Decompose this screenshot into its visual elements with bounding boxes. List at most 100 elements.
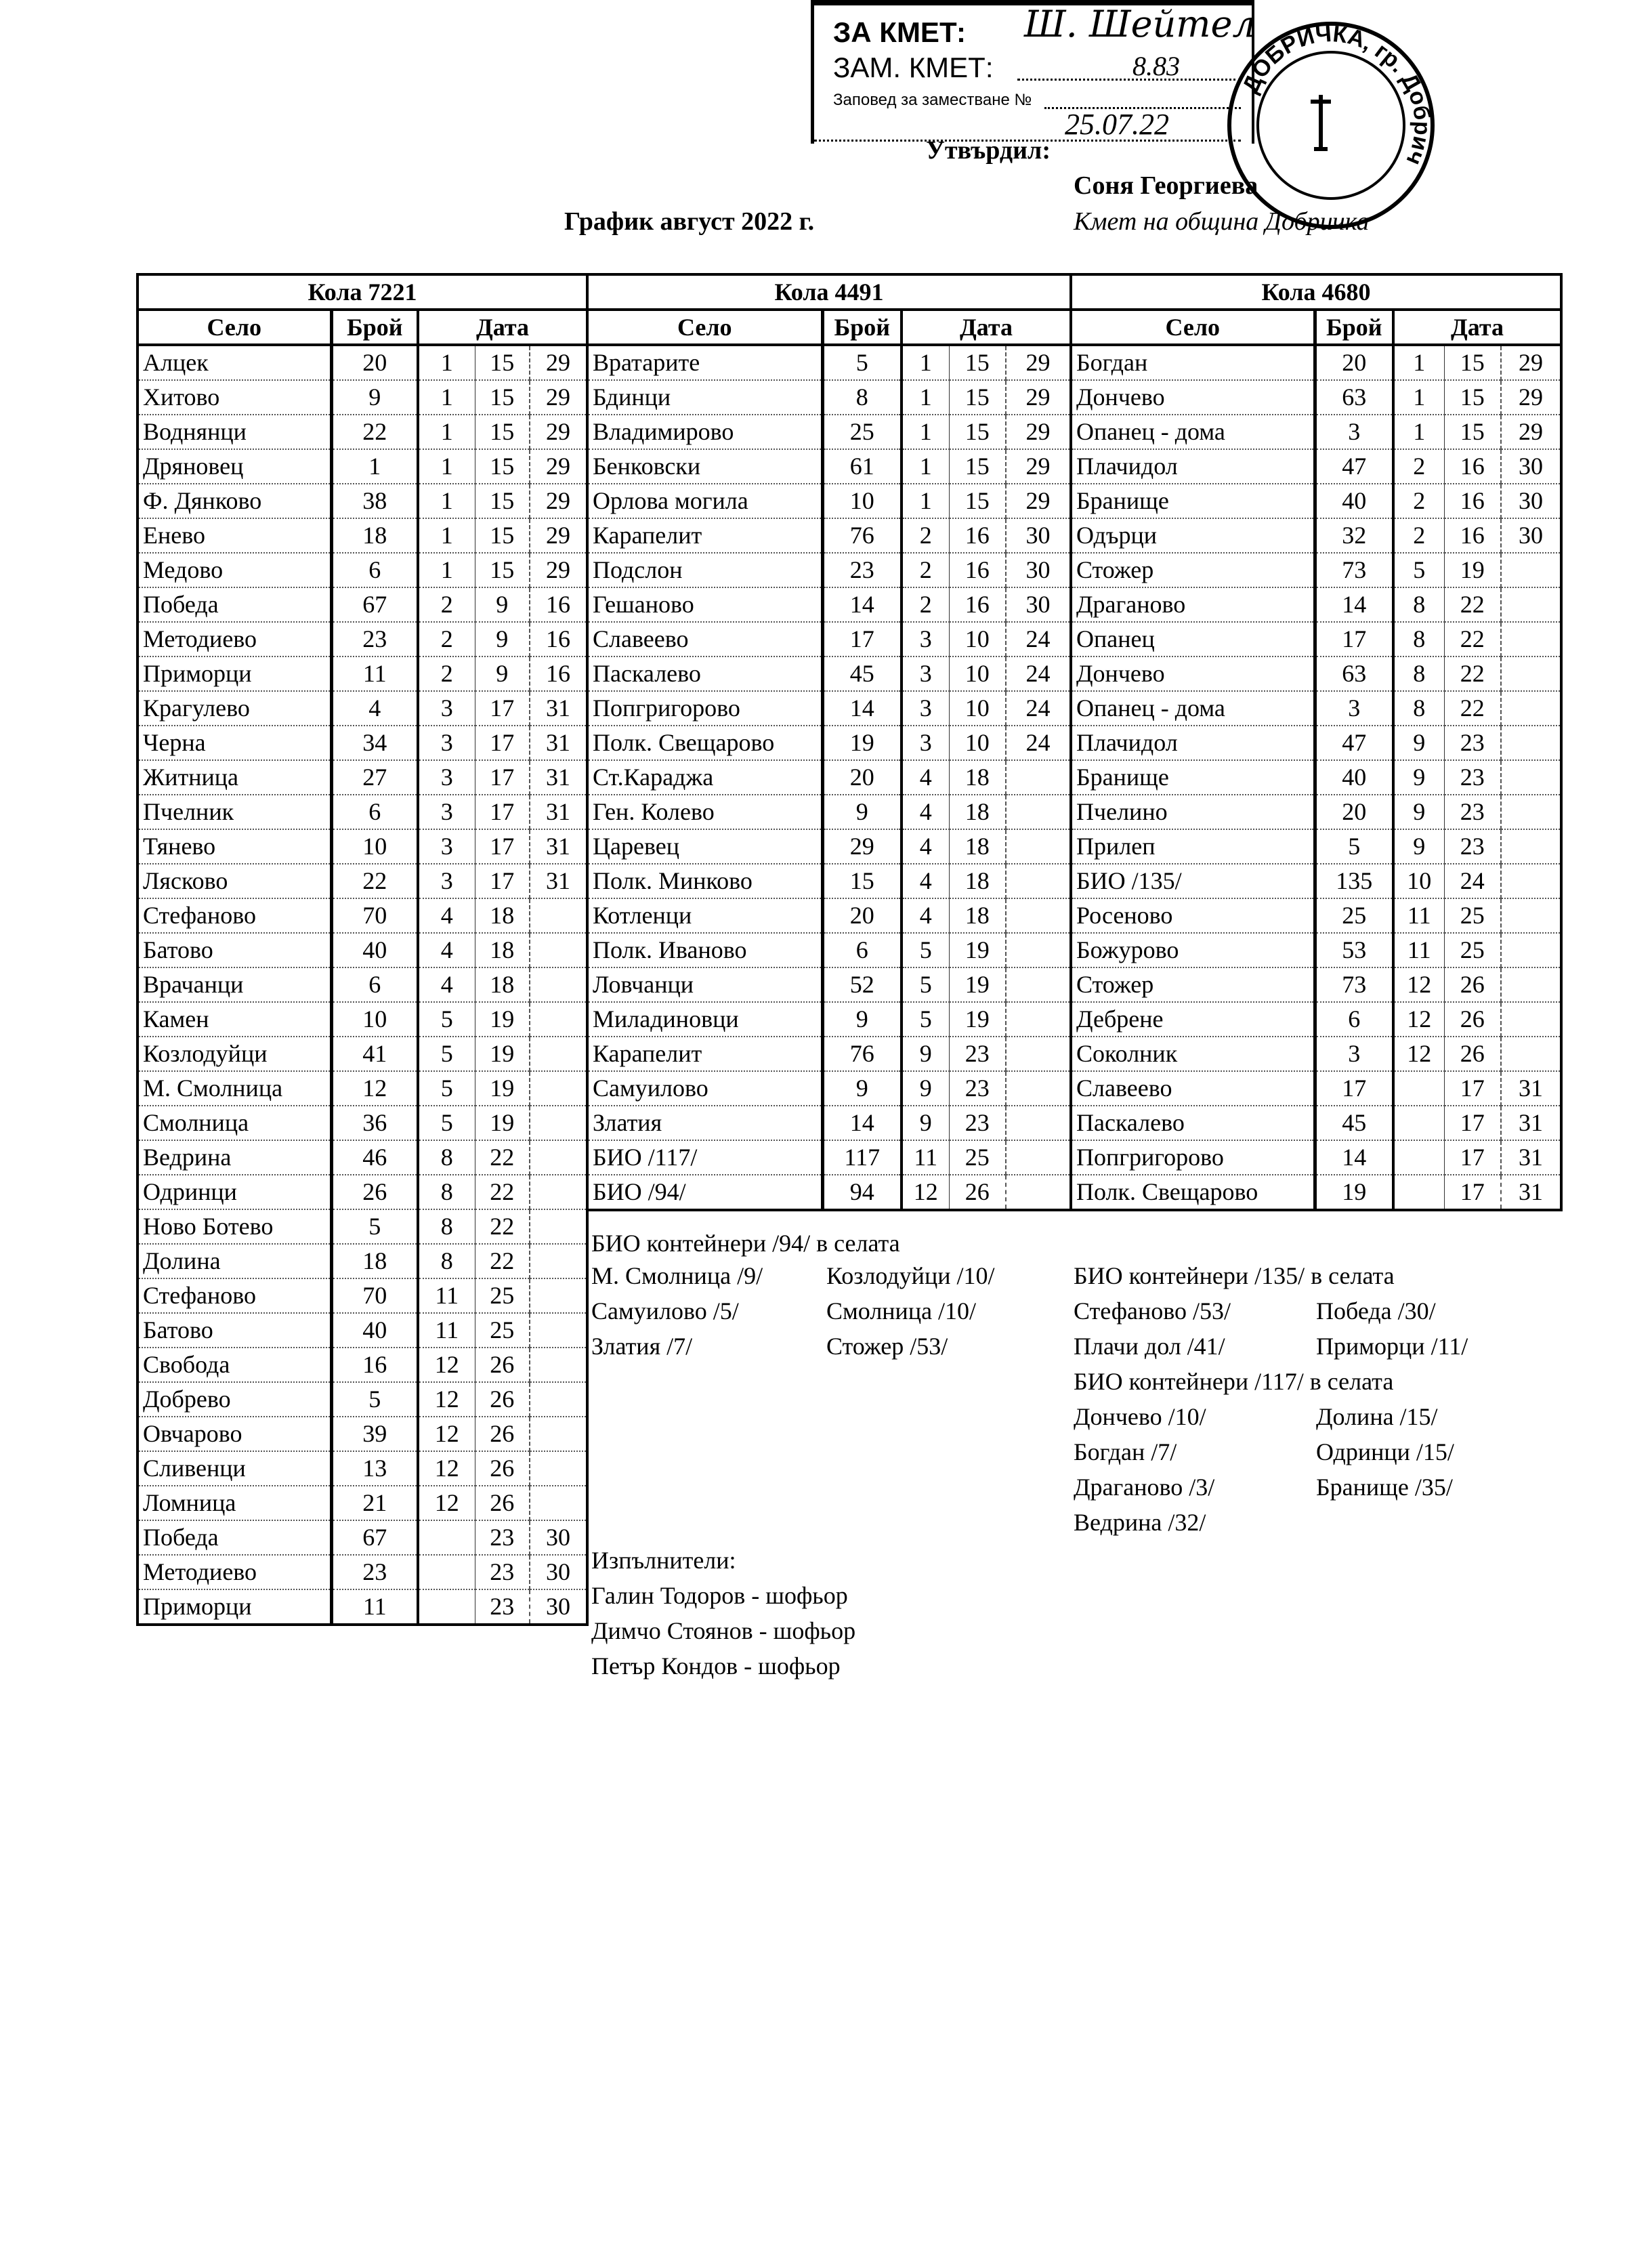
date-2: 18: [474, 933, 530, 968]
container-count: 47: [1313, 726, 1393, 761]
date-3: [528, 1209, 588, 1245]
date-3: 24: [1004, 622, 1072, 657]
container-count: 23: [329, 622, 418, 657]
table-row: Крагулево 4 3 17 31: [137, 691, 588, 726]
village-name: Пчелник: [137, 795, 331, 830]
date-2: 26: [474, 1417, 530, 1452]
container-count: 67: [329, 587, 418, 623]
date-2: 25: [948, 1140, 1006, 1175]
bio117-item: Богдан /7/: [1074, 1438, 1177, 1465]
table-row: БИО /135/135 10 24: [1071, 864, 1562, 899]
date-1: 2: [1392, 484, 1444, 519]
village-name: Методиево: [137, 622, 331, 657]
date-2: 17: [474, 726, 530, 761]
table-row: Приморци 11 23 30: [137, 1589, 588, 1625]
date-1: 3: [900, 622, 949, 657]
container-count: 10: [820, 484, 902, 519]
date-1: 12: [1392, 1002, 1444, 1037]
table-row: Плачидол 47 9 23: [1071, 726, 1562, 761]
table-row: Врачанци 6 4 18: [137, 967, 588, 1003]
date-2: 23: [948, 1106, 1006, 1141]
village-name: Ген. Колево: [587, 795, 822, 830]
date-1: 11: [417, 1278, 475, 1314]
date-1: 12: [900, 1175, 949, 1211]
date-1: 1: [417, 449, 475, 484]
date-1: 1: [1392, 415, 1444, 450]
date-3: 31: [528, 691, 588, 726]
bio135-item: Плачи дол /41/: [1074, 1333, 1225, 1360]
village-name: Полк. Свещарово: [587, 726, 822, 761]
container-count: 18: [329, 518, 418, 554]
table-row: Стефаново 70 4 18: [137, 898, 588, 934]
date-3: 31: [528, 829, 588, 864]
village-name: Ломница: [137, 1486, 331, 1521]
date-3: [528, 1106, 588, 1141]
date-1: 2: [900, 518, 949, 554]
container-count: 13: [329, 1451, 418, 1486]
date-1: 1: [900, 380, 949, 415]
table-row: Полк. Минково 15 4 18: [587, 864, 1072, 899]
date-3: 24: [1004, 726, 1072, 761]
date-1: 5: [900, 967, 949, 1003]
village-name: Попгригорово: [1071, 1140, 1315, 1175]
date-2: 23: [948, 1037, 1006, 1072]
table-row: Одринци 26 8 22: [137, 1175, 588, 1210]
container-count: 70: [329, 898, 418, 934]
container-count: 40: [1313, 484, 1393, 519]
village-name: Алцек: [137, 345, 331, 381]
container-count: 32: [1313, 518, 1393, 554]
stamp-dotted-line: [1017, 79, 1241, 81]
date-2: 9: [474, 587, 530, 623]
table-row: Лясково 22 3 17 31: [137, 864, 588, 899]
table-row: Опанец - дома 3 8 22: [1071, 691, 1562, 726]
date-1: 9: [1392, 795, 1444, 830]
village-name: Камен: [137, 1002, 331, 1037]
table-row: Полк. Свещарово 19 17 31: [1071, 1175, 1562, 1211]
table-row: Дончево 63 8 22: [1071, 656, 1562, 692]
date-1: 11: [1392, 898, 1444, 934]
table-row: БИО /94/94 12 26: [587, 1175, 1072, 1211]
date-3: 30: [1004, 553, 1072, 588]
container-count: 63: [1313, 656, 1393, 692]
bio94-item: Златия /7/: [591, 1333, 693, 1360]
container-count: 25: [1313, 898, 1393, 934]
date-3: 29: [1500, 345, 1562, 381]
date-3: 30: [1500, 518, 1562, 554]
table-row: Добрево 5 12 26: [137, 1382, 588, 1417]
village-name: Подслон: [587, 553, 822, 588]
container-count: 41: [329, 1037, 418, 1072]
container-count: 38: [329, 484, 418, 519]
date-1: 5: [417, 1037, 475, 1072]
date-2: 18: [948, 898, 1006, 934]
date-3: [1500, 760, 1562, 795]
date-1: 4: [417, 933, 475, 968]
container-count: 63: [1313, 380, 1393, 415]
stamp-line-2: ЗАМ. КМЕТ:: [833, 51, 994, 83]
village-name: Медово: [137, 553, 331, 588]
village-name: Царевец: [587, 829, 822, 864]
bio135-item: Стефаново /53/: [1074, 1297, 1231, 1325]
container-count: 36: [329, 1106, 418, 1141]
container-count: 52: [820, 967, 902, 1003]
date-2: 26: [1443, 1002, 1501, 1037]
date-2: 23: [474, 1520, 530, 1556]
container-count: 14: [820, 587, 902, 623]
village-name: Опанец - дома: [1071, 691, 1315, 726]
date-2: 17: [1443, 1175, 1501, 1211]
date-1: 9: [1392, 760, 1444, 795]
date-3: [528, 967, 588, 1003]
container-count: 45: [820, 656, 902, 692]
table-row: Черна 34 3 17 31: [137, 726, 588, 761]
date-3: 29: [528, 449, 588, 484]
date-3: 30: [1004, 518, 1072, 554]
village-name: Паскалево: [587, 656, 822, 692]
table-row: Тянево 10 3 17 31: [137, 829, 588, 864]
container-count: 9: [820, 1002, 902, 1037]
date-3: [1004, 829, 1072, 864]
date-1: 10: [1392, 864, 1444, 899]
bio117-heading: БИО контейнери /117/ в селата: [1074, 1368, 1394, 1395]
table-row: Прилеп 5 9 23: [1071, 829, 1562, 864]
date-3: [528, 1417, 588, 1452]
date-3: [1500, 691, 1562, 726]
date-2: 15: [1443, 380, 1501, 415]
